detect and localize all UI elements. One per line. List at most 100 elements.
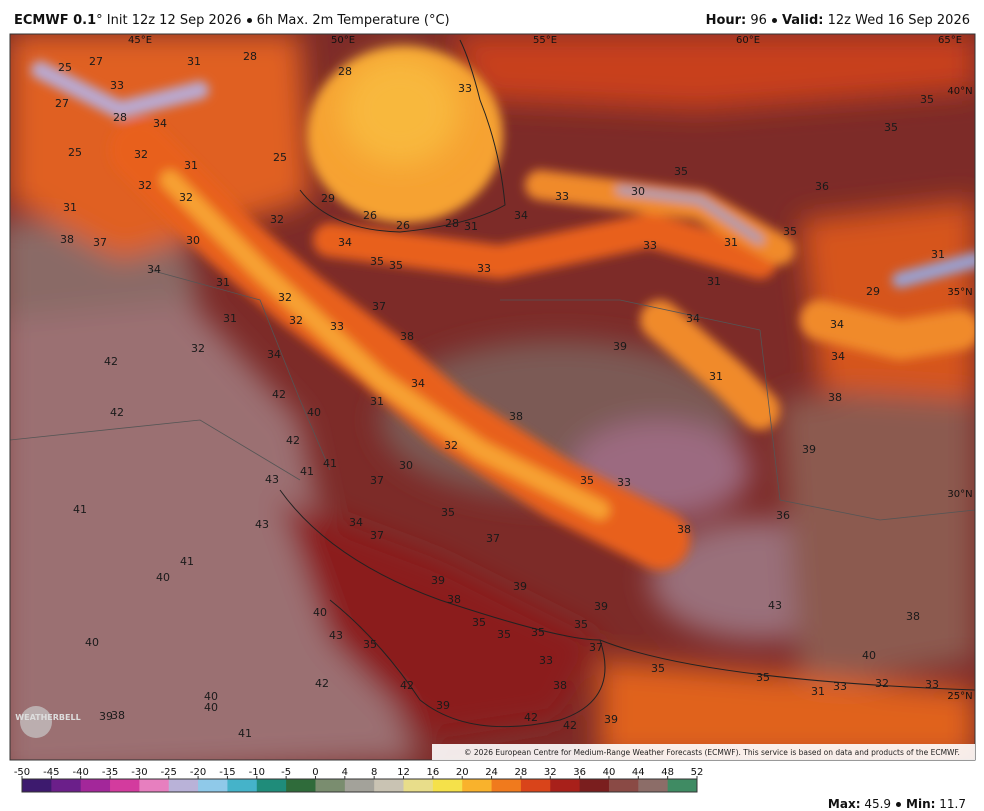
temperature-label: 37 — [372, 300, 386, 313]
temperature-label: 38 — [111, 709, 125, 722]
temperature-label: 38 — [509, 410, 523, 423]
header-right: Hour: 96 Valid: 12z Wed 16 Sep 2026 — [706, 13, 970, 28]
temperature-label: 42 — [110, 406, 124, 419]
min-label: Min: — [906, 797, 936, 811]
colorbar-label: -30 — [131, 767, 147, 778]
temperature-label: 37 — [589, 641, 603, 654]
temperature-label: 33 — [110, 79, 124, 92]
temperature-label: 33 — [539, 654, 553, 667]
colorbar-label: 0 — [312, 767, 318, 778]
temperature-label: 39 — [604, 713, 618, 726]
colorbar-swatch — [286, 779, 316, 792]
colorbar-swatch — [579, 779, 610, 792]
temperature-label: 32 — [270, 213, 284, 226]
temperature-label: 38 — [60, 233, 74, 246]
lon-label: 60°E — [736, 35, 760, 46]
colorbar-label: -40 — [73, 767, 89, 778]
colorbar-swatch — [344, 779, 375, 792]
temperature-label: 35 — [370, 255, 384, 268]
temperature-label: 40 — [85, 636, 99, 649]
temperature-label: 40 — [307, 406, 321, 419]
colorbar-label: 8 — [371, 767, 377, 778]
temperature-label: 43 — [265, 473, 279, 486]
temperature-label: 39 — [99, 710, 113, 723]
temperature-label: 33 — [833, 680, 847, 693]
temperature-label: 35 — [531, 626, 545, 639]
colorbar-swatch — [168, 779, 199, 792]
temperature-label: 33 — [330, 320, 344, 333]
separator — [896, 802, 902, 807]
colorbar-swatch — [80, 779, 111, 792]
colorbar-label: -35 — [102, 767, 118, 778]
temperature-label: 38 — [447, 593, 461, 606]
temperature-label: 32 — [289, 314, 303, 327]
temperature-label: 34 — [411, 377, 425, 390]
temperature-label: 35 — [674, 165, 688, 178]
temperature-label: 42 — [286, 434, 300, 447]
colorbar-label: 52 — [691, 767, 704, 778]
copyright-box — [432, 744, 975, 760]
temperature-label: 35 — [884, 121, 898, 134]
header-left: ECMWF 0.1° Init 12z 12 Sep 2026 6h Max. 2… — [14, 13, 450, 28]
logo: WEATHERBELL — [15, 713, 80, 722]
init: ° Init 12z 12 Sep 2026 — [96, 12, 242, 28]
temperature-label: 32 — [875, 677, 889, 690]
temperature-label: 38 — [906, 610, 920, 623]
lon-label: 50°E — [331, 35, 355, 46]
colorbar-swatch — [667, 779, 698, 792]
colorbar-label: 4 — [342, 767, 348, 778]
temperature-label: 39 — [436, 699, 450, 712]
min: 11.7 — [939, 797, 966, 811]
colorbar-swatch — [227, 779, 258, 792]
lon-label: 45°E — [128, 35, 152, 46]
colorbar-label: -10 — [249, 767, 265, 778]
temperature-label: 39 — [594, 600, 608, 613]
temperature-label: 30 — [186, 234, 200, 247]
colorbar-swatch — [608, 779, 639, 792]
temperature-label: 38 — [828, 391, 842, 404]
temperature-label: 34 — [267, 348, 281, 361]
colorbar-label: -45 — [43, 767, 59, 778]
temperature-label: 39 — [802, 443, 816, 456]
temperature-label: 31 — [187, 55, 201, 68]
temperature-label: 37 — [370, 474, 384, 487]
temperature-label: 42 — [563, 719, 577, 732]
colorbar-swatch — [403, 779, 434, 792]
temperature-label: 35 — [363, 638, 377, 651]
temperature-label: 37 — [93, 236, 107, 249]
separator — [771, 17, 777, 23]
colorbar-label: -15 — [219, 767, 235, 778]
temperature-label: 35 — [920, 93, 934, 106]
colorbar-label: -5 — [281, 767, 291, 778]
temperature-label: 28 — [338, 65, 352, 78]
temperature-label: 31 — [223, 312, 237, 325]
colorbar-swatch — [550, 779, 581, 792]
temperature-label: 36 — [815, 180, 829, 193]
temperature-label: 33 — [477, 262, 491, 275]
colorbar-swatch — [198, 779, 228, 792]
temperature-label: 26 — [396, 219, 410, 232]
lat-label: 25°N — [947, 691, 972, 702]
temperature-label: 29 — [321, 192, 335, 205]
temperature-label: 29 — [866, 285, 880, 298]
temperature-label: 43 — [255, 518, 269, 531]
colorbar-label: 16 — [427, 767, 440, 778]
colorbar-swatch — [462, 779, 493, 792]
temperature-label: 42 — [315, 677, 329, 690]
temperature-label: 36 — [776, 509, 790, 522]
temperature-label: 31 — [811, 685, 825, 698]
temperature-label: 31 — [464, 220, 478, 233]
temperature-label: 27 — [89, 55, 103, 68]
temperature-label: 27 — [55, 97, 69, 110]
temperature-label: 35 — [580, 474, 594, 487]
temperature-label: 34 — [686, 312, 700, 325]
lat-label: 40°N — [947, 86, 972, 97]
temperature-label: 30 — [399, 459, 413, 472]
temperature-label: 35 — [441, 506, 455, 519]
temperature-label: 33 — [555, 190, 569, 203]
temperature-label: 35 — [574, 618, 588, 631]
temperature-label: 43 — [768, 599, 782, 612]
valid: 12z Wed 16 Sep 2026 — [827, 12, 970, 28]
colorbar-label: 48 — [661, 767, 674, 778]
temperature-label: 41 — [73, 503, 87, 516]
